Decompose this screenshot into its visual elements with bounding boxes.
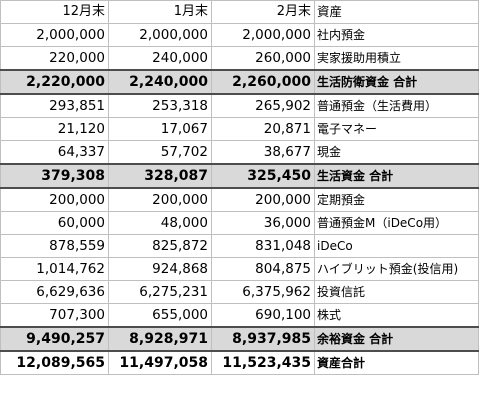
cell-feb[interactable]: 8,937,985 (211, 326, 315, 352)
header-cell-dec[interactable]: 12月末 (0, 0, 109, 24)
cell-jan[interactable]: 6,275,231 (108, 280, 212, 304)
cell-jan[interactable]: 655,000 (108, 303, 212, 328)
cell-jan[interactable]: 253,318 (108, 93, 212, 118)
total-row: 12,089,565 11,497,058 11,523,435 資産合計 (0, 350, 479, 375)
table-row: 200,000 200,000 200,000 定期預金 (0, 187, 479, 212)
cell-dec[interactable]: 200,000 (0, 187, 109, 212)
cell-asset-name[interactable]: ハイブリット預金(投信用) (314, 257, 479, 281)
subtotal-row: 9,490,257 8,928,971 8,937,985 余裕資金 合計 (0, 326, 479, 352)
subtotal-row: 379,308 328,087 325,450 生活資金 合計 (0, 163, 479, 189)
cell-asset-name[interactable]: 実家援助用積立 (314, 46, 479, 71)
cell-feb[interactable]: 260,000 (211, 46, 315, 71)
cell-jan[interactable]: 48,000 (108, 211, 212, 235)
cell-dec[interactable]: 64,337 (0, 140, 109, 165)
cell-feb[interactable]: 2,000,000 (211, 23, 315, 47)
cell-jan[interactable]: 2,240,000 (108, 69, 212, 95)
table-row: 60,000 48,000 36,000 普通預金M（iDeCo用） (0, 211, 479, 235)
cell-feb[interactable]: 265,902 (211, 93, 315, 118)
cell-asset-name[interactable]: 投資信託 (314, 280, 479, 304)
cell-asset-name[interactable]: 生活資金 合計 (314, 163, 479, 189)
cell-dec[interactable]: 1,014,762 (0, 257, 109, 281)
cell-jan[interactable]: 200,000 (108, 187, 212, 212)
cell-dec[interactable]: 60,000 (0, 211, 109, 235)
cell-feb[interactable]: 325,450 (211, 163, 315, 189)
cell-asset-name[interactable]: 資産合計 (314, 350, 479, 375)
table-row: 64,337 57,702 38,677 現金 (0, 140, 479, 165)
cell-feb[interactable]: 6,375,962 (211, 280, 315, 304)
cell-asset-name[interactable]: 生活防衛資金 合計 (314, 69, 479, 95)
cell-asset-name[interactable]: 普通預金（生活費用） (314, 93, 479, 118)
cell-dec[interactable]: 293,851 (0, 93, 109, 118)
cell-jan[interactable]: 240,000 (108, 46, 212, 71)
asset-table: 12月末 1月末 2月末 資産 2,000,000 2,000,000 2,000,… (0, 0, 479, 375)
header-cell-jan[interactable]: 1月末 (108, 0, 212, 24)
cell-jan[interactable]: 57,702 (108, 140, 212, 165)
cell-dec[interactable]: 220,000 (0, 46, 109, 71)
cell-asset-name[interactable]: iDeCo (314, 234, 479, 258)
cell-feb[interactable]: 804,875 (211, 257, 315, 281)
cell-dec[interactable]: 12,089,565 (0, 350, 109, 375)
header-cell-asset[interactable]: 資産 (314, 0, 479, 24)
header-cell-feb[interactable]: 2月末 (211, 0, 315, 24)
table-row: 6,629,636 6,275,231 6,375,962 投資信託 (0, 280, 479, 304)
subtotal-row: 2,220,000 2,240,000 2,260,000 生活防衛資金 合計 (0, 69, 479, 95)
cell-feb[interactable]: 200,000 (211, 187, 315, 212)
cell-jan[interactable]: 8,928,971 (108, 326, 212, 352)
cell-feb[interactable]: 38,677 (211, 140, 315, 165)
cell-dec[interactable]: 2,220,000 (0, 69, 109, 95)
header-row: 12月末 1月末 2月末 資産 (0, 0, 479, 24)
table-row: 878,559 825,872 831,048 iDeCo (0, 234, 479, 258)
cell-jan[interactable]: 17,067 (108, 117, 212, 141)
cell-asset-name[interactable]: 普通預金M（iDeCo用） (314, 211, 479, 235)
cell-dec[interactable]: 21,120 (0, 117, 109, 141)
table-row: 1,014,762 924,868 804,875 ハイブリット預金(投信用) (0, 257, 479, 281)
cell-dec[interactable]: 6,629,636 (0, 280, 109, 304)
cell-dec[interactable]: 9,490,257 (0, 326, 109, 352)
cell-feb[interactable]: 36,000 (211, 211, 315, 235)
cell-dec[interactable]: 878,559 (0, 234, 109, 258)
cell-asset-name[interactable]: 現金 (314, 140, 479, 165)
cell-feb[interactable]: 11,523,435 (211, 350, 315, 375)
cell-asset-name[interactable]: 社内預金 (314, 23, 479, 47)
cell-jan[interactable]: 2,000,000 (108, 23, 212, 47)
cell-asset-name[interactable]: 株式 (314, 303, 479, 328)
cell-jan[interactable]: 924,868 (108, 257, 212, 281)
cell-asset-name[interactable]: 電子マネー (314, 117, 479, 141)
cell-feb[interactable]: 831,048 (211, 234, 315, 258)
cell-jan[interactable]: 328,087 (108, 163, 212, 189)
cell-feb[interactable]: 2,260,000 (211, 69, 315, 95)
table-row: 2,000,000 2,000,000 2,000,000 社内預金 (0, 23, 479, 47)
cell-asset-name[interactable]: 定期預金 (314, 187, 479, 212)
cell-jan[interactable]: 11,497,058 (108, 350, 212, 375)
table-row: 21,120 17,067 20,871 電子マネー (0, 117, 479, 141)
cell-asset-name[interactable]: 余裕資金 合計 (314, 326, 479, 352)
cell-dec[interactable]: 707,300 (0, 303, 109, 328)
cell-feb[interactable]: 20,871 (211, 117, 315, 141)
table-row: 293,851 253,318 265,902 普通預金（生活費用） (0, 93, 479, 118)
cell-feb[interactable]: 690,100 (211, 303, 315, 328)
table-row: 707,300 655,000 690,100 株式 (0, 303, 479, 328)
cell-dec[interactable]: 2,000,000 (0, 23, 109, 47)
table-row: 220,000 240,000 260,000 実家援助用積立 (0, 46, 479, 71)
cell-dec[interactable]: 379,308 (0, 163, 109, 189)
cell-jan[interactable]: 825,872 (108, 234, 212, 258)
